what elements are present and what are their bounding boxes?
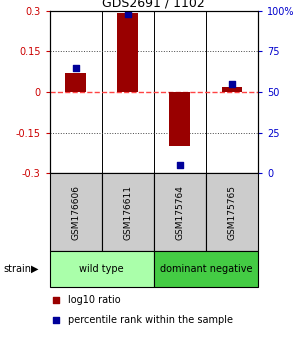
Text: GSM176606: GSM176606: [71, 185, 80, 240]
Text: log10 ratio: log10 ratio: [68, 295, 121, 305]
Point: [230, 81, 234, 87]
Text: percentile rank within the sample: percentile rank within the sample: [68, 315, 233, 325]
Bar: [154, 251, 258, 287]
Bar: [154, 173, 206, 251]
Bar: [206, 173, 258, 251]
Point: [73, 65, 78, 70]
Text: strain: strain: [3, 264, 31, 274]
Bar: [169, 92, 190, 146]
Text: wild type: wild type: [79, 264, 124, 274]
Bar: [50, 251, 154, 287]
Text: GSM176611: GSM176611: [123, 185, 132, 240]
Point: [53, 317, 58, 323]
Point: [125, 11, 130, 17]
Point: [53, 297, 58, 302]
Text: dominant negative: dominant negative: [160, 264, 252, 274]
Bar: [102, 173, 154, 251]
Text: GSM175764: GSM175764: [175, 185, 184, 240]
Text: ▶: ▶: [31, 264, 38, 274]
Bar: [117, 13, 138, 92]
Text: GSM175765: GSM175765: [227, 185, 236, 240]
Bar: [221, 87, 242, 92]
Point: [177, 162, 182, 168]
Title: GDS2691 / 1102: GDS2691 / 1102: [102, 0, 205, 10]
Bar: [50, 173, 102, 251]
Bar: [65, 73, 86, 92]
